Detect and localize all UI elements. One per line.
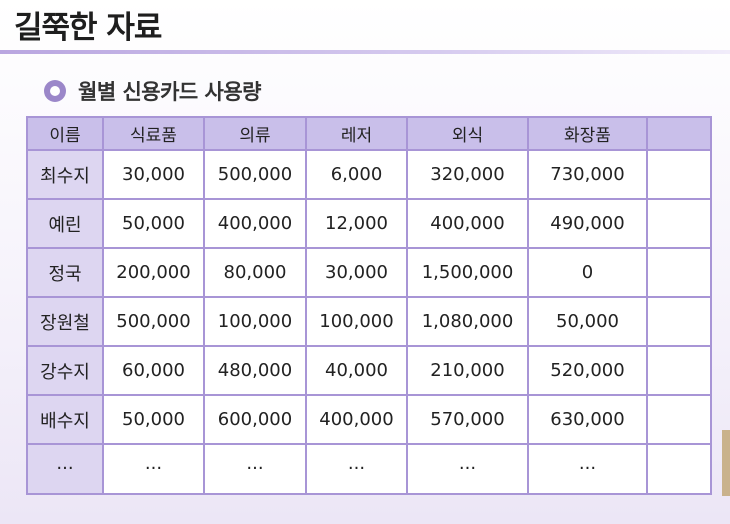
table-cell: 400,000 xyxy=(406,198,529,249)
table-cell: 30,000 xyxy=(102,149,205,200)
row-name-cell: 장원철 xyxy=(26,296,104,347)
table-row: 강수지 60,000 480,000 40,000 210,000 520,00… xyxy=(26,345,712,396)
table-cell: 730,000 xyxy=(527,149,648,200)
table-cell: 6,000 xyxy=(305,149,408,200)
header-cell: 화장품 xyxy=(527,116,648,151)
table-cell: 12,000 xyxy=(305,198,408,249)
table-cell xyxy=(646,149,712,200)
table-cell: ... xyxy=(527,443,648,495)
table-cell: 400,000 xyxy=(305,394,408,445)
title-underline xyxy=(0,50,730,54)
table-cell: 480,000 xyxy=(203,345,307,396)
table-cell: 30,000 xyxy=(305,247,408,298)
table-cell xyxy=(646,198,712,249)
subtitle-row: 월별 신용카드 사용량 xyxy=(44,76,262,106)
table-cell: 60,000 xyxy=(102,345,205,396)
table-cell: 600,000 xyxy=(203,394,307,445)
table-cell: 50,000 xyxy=(527,296,648,347)
header-cell: 이름 xyxy=(26,116,104,151)
table-cell: 40,000 xyxy=(305,345,408,396)
header-cell xyxy=(646,116,712,151)
table-cell: ... xyxy=(102,443,205,495)
table-cell: 500,000 xyxy=(203,149,307,200)
table-cell: 50,000 xyxy=(102,198,205,249)
table-row-ellipsis: ... ... ... ... ... ... xyxy=(26,443,712,495)
header-cell: 외식 xyxy=(406,116,529,151)
table-cell: 500,000 xyxy=(102,296,205,347)
table-cell: 570,000 xyxy=(406,394,529,445)
subtitle: 월별 신용카드 사용량 xyxy=(78,80,262,104)
row-name-cell: 정국 xyxy=(26,247,104,298)
header-cell: 레저 xyxy=(305,116,408,151)
row-name-cell: 배수지 xyxy=(26,394,104,445)
table-cell: 520,000 xyxy=(527,345,648,396)
table-cell: ... xyxy=(203,443,307,495)
header-cell: 식료품 xyxy=(102,116,205,151)
table-cell: 400,000 xyxy=(203,198,307,249)
row-name-cell: 예린 xyxy=(26,198,104,249)
table-cell: 100,000 xyxy=(203,296,307,347)
table-cell: 100,000 xyxy=(305,296,408,347)
credit-card-usage-table: 이름 식료품 의류 레저 외식 화장품 최수지 30,000 500,000 6… xyxy=(26,116,712,495)
circle-bullet-icon xyxy=(44,80,66,102)
table-row: 최수지 30,000 500,000 6,000 320,000 730,000 xyxy=(26,149,712,200)
table-row: 장원철 500,000 100,000 100,000 1,080,000 50… xyxy=(26,296,712,347)
table-cell: ... xyxy=(305,443,408,495)
table-cell: 630,000 xyxy=(527,394,648,445)
table-cell: ... xyxy=(406,443,529,495)
table-cell xyxy=(646,443,712,495)
row-name-cell: 강수지 xyxy=(26,345,104,396)
table-row: 예린 50,000 400,000 12,000 400,000 490,000 xyxy=(26,198,712,249)
table-cell: 490,000 xyxy=(527,198,648,249)
row-name-cell: 최수지 xyxy=(26,149,104,200)
table-cell: 80,000 xyxy=(203,247,307,298)
table-cell: 320,000 xyxy=(406,149,529,200)
table-cell: 1,080,000 xyxy=(406,296,529,347)
table-cell xyxy=(646,247,712,298)
edge-decoration xyxy=(722,430,730,496)
table-row: 정국 200,000 80,000 30,000 1,500,000 0 xyxy=(26,247,712,298)
table-cell xyxy=(646,394,712,445)
table-row: 배수지 50,000 600,000 400,000 570,000 630,0… xyxy=(26,394,712,445)
table-cell: 1,500,000 xyxy=(406,247,529,298)
row-name-cell: ... xyxy=(26,443,104,495)
header-cell: 의류 xyxy=(203,116,307,151)
table-cell xyxy=(646,345,712,396)
table-cell: 210,000 xyxy=(406,345,529,396)
table-cell: 200,000 xyxy=(102,247,205,298)
table-cell xyxy=(646,296,712,347)
table-cell: 0 xyxy=(527,247,648,298)
table-cell: 50,000 xyxy=(102,394,205,445)
table-header-row: 이름 식료품 의류 레저 외식 화장품 xyxy=(26,116,712,151)
slide-title: 길쭉한 자료 xyxy=(14,10,162,46)
